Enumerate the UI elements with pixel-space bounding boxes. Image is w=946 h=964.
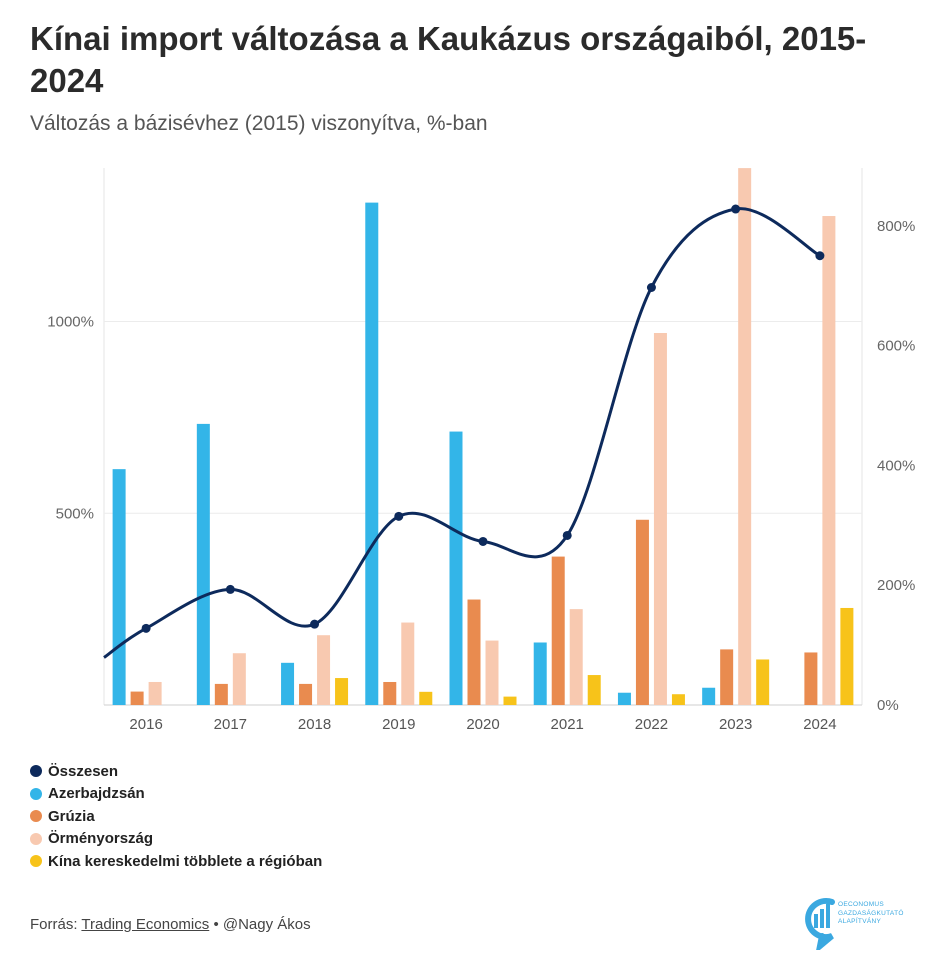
bar-Kína kereskedelmi többlete a régióban	[756, 659, 770, 705]
source-suffix: • @Nagy Ákos	[213, 916, 311, 933]
total-line-point	[815, 251, 825, 261]
bar-Grúzia	[467, 599, 481, 705]
legend: Összesen Azerbajdzsán Grúzia Örményorszá…	[30, 760, 322, 873]
bar-Azerbajdzsán	[281, 662, 295, 705]
source-prefix: Forrás:	[30, 916, 78, 933]
legend-swatch	[30, 765, 42, 778]
legend-item-ormenyorszag: Örményország	[30, 828, 322, 851]
bar-Azerbajdzsán	[617, 692, 631, 705]
source-line: Forrás: Trading Economics • @Nagy Ákos	[30, 916, 311, 933]
bar-Grúzia	[383, 681, 397, 705]
legend-item-azerbajdzsan: Azerbajdzsán	[30, 783, 322, 806]
bar-Azerbajdzsán	[533, 642, 547, 705]
legend-label: Örményország	[48, 830, 154, 848]
total-line-point	[731, 204, 741, 214]
bar-Grúzia	[804, 652, 818, 705]
source-link[interactable]: Trading Economics	[81, 916, 210, 933]
bar-Örményország	[401, 622, 415, 705]
logo-text: OECONOMUS GAZDASÁGKUTATÓ ALAPÍTVÁNY	[838, 901, 904, 927]
oeconomus-logo: OECONOMUS GAZDASÁGKUTATÓ ALAPÍTVÁNY	[800, 892, 920, 954]
bar-Örményország	[822, 216, 836, 705]
bar-Örményország	[148, 681, 162, 705]
bar-Kína kereskedelmi többlete a régióban	[587, 675, 601, 705]
bars	[112, 168, 854, 706]
right-tick-label: 200%	[877, 577, 915, 594]
legend-label: Grúzia	[48, 807, 95, 825]
x-tick-label: 2019	[382, 716, 415, 733]
logo-line: ALAPÍTVÁNY	[838, 918, 882, 925]
bar-Grúzia	[551, 556, 565, 705]
bar-Grúzia	[299, 683, 313, 705]
total-line-point	[646, 282, 656, 292]
x-tick-label: 2016	[129, 716, 162, 733]
right-tick-label: 400%	[877, 457, 915, 474]
right-tick-label: 600%	[877, 338, 915, 355]
legend-swatch	[30, 810, 42, 823]
total-line-point	[141, 623, 151, 633]
bar-Kína kereskedelmi többlete a régióban	[840, 607, 854, 705]
right-tick-label: 0%	[877, 697, 899, 714]
total-line-point	[562, 530, 572, 540]
x-tick-label: 2024	[803, 716, 836, 733]
bar-Örményország	[653, 333, 667, 705]
legend-item-kina-tobblet: Kína kereskedelmi többlete a régióban	[30, 850, 322, 873]
bar-Grúzia	[214, 683, 228, 705]
x-tick-label: 2021	[551, 716, 584, 733]
bar-Örményország	[485, 640, 499, 705]
legend-item-grúzia: Grúzia	[30, 805, 322, 828]
bar-Kína kereskedelmi többlete a régióban	[503, 696, 517, 705]
x-tick-label: 2020	[466, 716, 499, 733]
legend-label: Kína kereskedelmi többlete a régióban	[48, 852, 323, 870]
right-tick-label: 800%	[877, 218, 915, 235]
bar-Örményország	[738, 168, 752, 706]
bar-Kína kereskedelmi többlete a régióban	[335, 678, 349, 705]
bar-Grúzia	[720, 649, 734, 705]
legend-swatch	[30, 787, 42, 800]
bar-Örményország	[317, 635, 331, 705]
total-line-point	[225, 584, 235, 594]
chart-svg: 500% 1000% 0% 200% 400% 600% 800% 2016 2017 2018 2…	[47, 168, 915, 733]
bar-Kína kereskedelmi többlete a régióban	[671, 694, 685, 705]
bar-Azerbajdzsán	[112, 469, 126, 705]
legend-label: Összesen	[48, 762, 119, 780]
legend-swatch	[30, 832, 42, 845]
left-tick-label: 500%	[56, 505, 94, 522]
x-tick-label: 2023	[719, 716, 752, 733]
x-tick-label: 2022	[635, 716, 668, 733]
bar-Azerbajdzsán	[702, 687, 716, 705]
gridlines	[103, 168, 863, 706]
legend-label: Azerbajdzsán	[48, 785, 145, 803]
left-tick-label: 1000%	[47, 314, 94, 331]
logo-icon	[805, 898, 835, 954]
chart-subtitle: Változás a bázisévhez (2015) viszonyítva…	[30, 112, 488, 135]
axes: 500% 1000% 0% 200% 400% 600% 800% 2016 2017 2018 2…	[47, 218, 915, 733]
bar-Kína kereskedelmi többlete a régióban	[419, 691, 433, 705]
total-line-point	[478, 536, 488, 546]
x-tick-label: 2018	[298, 716, 331, 733]
bar-Örményország	[232, 653, 246, 705]
bar-Grúzia	[130, 691, 144, 705]
legend-item-osszesen: Összesen	[30, 760, 322, 783]
chart-title: Kínai import változása a Kaukázus ország…	[30, 20, 867, 99]
bar-Azerbajdzsán	[365, 202, 379, 706]
logo-line: GAZDASÁGKUTATÓ	[838, 909, 904, 917]
total-line	[103, 204, 825, 659]
bar-Azerbajdzsán	[196, 423, 210, 705]
bar-Grúzia	[635, 519, 649, 705]
x-tick-label: 2017	[214, 716, 247, 733]
bar-Örményország	[569, 609, 583, 705]
total-line-point	[310, 619, 320, 629]
total-line-point	[394, 511, 404, 521]
bar-Azerbajdzsán	[449, 431, 463, 705]
logo-line: OECONOMUS	[838, 901, 885, 908]
legend-swatch	[30, 855, 42, 868]
